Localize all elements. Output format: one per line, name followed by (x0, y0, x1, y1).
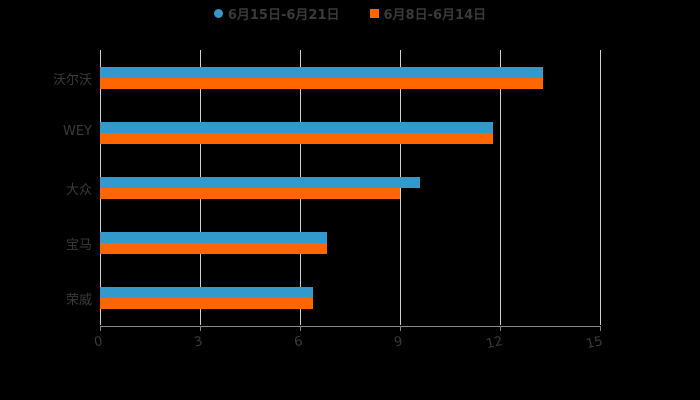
bar-series-1[interactable] (100, 177, 420, 188)
category-label: 荣威 (65, 293, 92, 308)
bar-series-2[interactable] (100, 243, 327, 254)
legend-label: 6月8日-6月14日 (383, 7, 487, 23)
bar-series-1[interactable] (100, 232, 327, 243)
bar-series-1[interactable] (100, 67, 544, 78)
circle-marker-icon (213, 8, 223, 18)
x-tick-label: 12 (484, 334, 505, 353)
category-label: 沃尔沃 (52, 73, 92, 88)
category-label: 大众 (65, 183, 92, 198)
chart-legend: 6月15日-6月21日 6月8日-6月14日 (0, 3, 700, 23)
legend-label: 6月15日-6月21日 (227, 7, 340, 23)
category-label: 宝马 (65, 238, 92, 253)
bar-series-2[interactable] (100, 188, 400, 199)
x-tick (200, 326, 201, 331)
category-label: WEY (62, 124, 92, 139)
x-tick (600, 326, 601, 331)
bar-series-1[interactable] (100, 287, 314, 298)
x-tick-label: 6 (292, 334, 305, 351)
x-tick (300, 326, 301, 331)
x-tick-label: 0 (92, 334, 105, 351)
bar-series-2[interactable] (100, 78, 544, 89)
x-tick (100, 326, 101, 331)
bar-series-1[interactable] (100, 122, 494, 133)
square-marker-icon (369, 8, 379, 18)
bar-series-2[interactable] (100, 298, 314, 309)
x-tick-label: 9 (392, 334, 405, 351)
gridline (500, 50, 501, 325)
bar-series-2[interactable] (100, 133, 494, 144)
x-axis-line (100, 326, 600, 327)
x-tick-label: 3 (192, 334, 205, 351)
x-tick-label: 15 (584, 334, 605, 353)
legend-item-series-2[interactable]: 6月8日-6月14日 (369, 4, 487, 23)
legend-item-series-1[interactable]: 6月15日-6月21日 (213, 4, 340, 23)
gridline (600, 50, 601, 325)
x-tick (400, 326, 401, 331)
x-tick (500, 326, 501, 331)
